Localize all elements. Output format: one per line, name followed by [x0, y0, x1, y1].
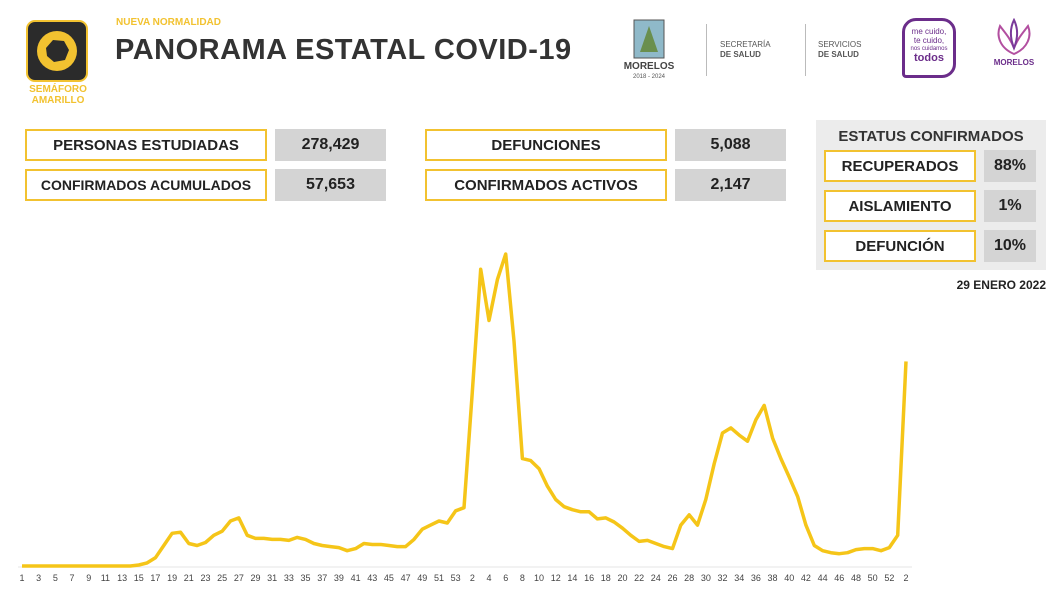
x-tick-label: 7 — [70, 573, 75, 583]
data-line — [22, 252, 908, 568]
traffic-light-text: SEMÁFORO — [29, 84, 87, 95]
status-label: DEFUNCIÓN — [824, 230, 976, 262]
x-tick-label: 28 — [684, 573, 694, 583]
x-tick-label: 19 — [167, 573, 177, 583]
x-tick-label: 42 — [801, 573, 811, 583]
date: 29 ENERO 2022 — [956, 278, 1046, 292]
page-title: PANORAMA ESTATAL COVID-19 — [115, 34, 572, 66]
x-tick-label: 10 — [534, 573, 544, 583]
x-tick-label: 20 — [617, 573, 627, 583]
morelos-shield — [633, 19, 665, 59]
x-tick-label: 16 — [584, 573, 594, 583]
logo-text: MORELOS — [993, 58, 1035, 67]
status-value: 1% — [984, 190, 1036, 222]
stat-value: 57,653 — [275, 169, 386, 201]
x-tick-label: 40 — [784, 573, 794, 583]
logo-text: 2018 - 2024 — [632, 74, 666, 80]
x-tick-label: 5 — [53, 573, 58, 583]
stat-value: 5,088 — [675, 129, 786, 161]
x-tick-label: 23 — [200, 573, 210, 583]
logo-text: me cuido, — [911, 27, 947, 36]
x-tick-label: 32 — [718, 573, 728, 583]
x-tick-label: 30 — [701, 573, 711, 583]
stat-label: CONFIRMADOS ACUMULADOS — [25, 169, 267, 201]
x-tick-label: 48 — [851, 573, 861, 583]
x-tick-label: 53 — [451, 573, 461, 583]
logo-text: nos cuidamos — [910, 46, 948, 52]
x-tick-label: 12 — [551, 573, 561, 583]
x-tick-label: 8 — [520, 573, 525, 583]
stat-value: 2,147 — [675, 169, 786, 201]
stat-value: 278,429 — [275, 129, 386, 161]
x-tick-label: 51 — [434, 573, 444, 583]
x-tick-label: 2 — [903, 573, 908, 583]
x-tick-label: 29 — [251, 573, 261, 583]
x-tick-label: 46 — [834, 573, 844, 583]
logo-morelos: MORELOS 2018 - 2024 — [620, 62, 678, 82]
divider — [805, 24, 806, 76]
x-tick-label: 34 — [734, 573, 744, 583]
traffic-light-label: SEMÁFORO AMARILLO — [24, 84, 92, 106]
x-tick-label: 50 — [868, 573, 878, 583]
x-tick-label: 4 — [487, 573, 492, 583]
stat-label: PERSONAS ESTUDIADAS — [25, 129, 267, 161]
logo-text: MORELOS — [623, 61, 675, 72]
x-tick-label: 13 — [117, 573, 127, 583]
traffic-light-icon — [26, 20, 88, 82]
logo-text: te cuido, — [913, 36, 945, 45]
x-tick-label: 36 — [751, 573, 761, 583]
x-tick-label: 15 — [134, 573, 144, 583]
x-tick-label: 44 — [818, 573, 828, 583]
chart: 1 3 5 7 9 11 13 15 17 19 21 23 25 27 29 31 33 35 37 39 41 43 4… — [18, 252, 912, 583]
x-tick-label: 14 — [567, 573, 577, 583]
status-label: RECUPERADOS — [824, 150, 976, 182]
x-tick-label: 9 — [86, 573, 91, 583]
x-tick-label: 35 — [301, 573, 311, 583]
logo-text: DE SALUD — [818, 50, 859, 59]
x-tick-label: 39 — [334, 573, 344, 583]
x-tick-label: 6 — [503, 573, 508, 583]
x-tick-label: 37 — [317, 573, 327, 583]
logo-text: DE SALUD — [720, 50, 761, 59]
logo-secretaria: SECRETARÍA DE SALUD — [720, 40, 771, 60]
x-tick-label: 17 — [150, 573, 160, 583]
x-tick-label: 47 — [401, 573, 411, 583]
x-tick-label: 3 — [36, 573, 41, 583]
x-tick-label: 1 — [19, 573, 24, 583]
stat-label: CONFIRMADOS ACTIVOS — [425, 169, 667, 201]
x-tick-label: 49 — [417, 573, 427, 583]
logo-text: SECRETARÍA — [720, 40, 771, 49]
x-tick-label: 52 — [884, 573, 894, 583]
status-label: AISLAMIENTO — [824, 190, 976, 222]
x-tick-label: 21 — [184, 573, 194, 583]
divider — [706, 24, 707, 76]
morelos-lotus — [997, 18, 1031, 56]
logo-text: SERVICIOS — [818, 40, 862, 49]
x-tick-label: 38 — [768, 573, 778, 583]
x-tick-label: 31 — [267, 573, 277, 583]
x-tick-label: 25 — [217, 573, 227, 583]
x-tick-label: 18 — [601, 573, 611, 583]
logo-servicios: SERVICIOS DE SALUD — [818, 40, 861, 60]
status-title: ESTATUS CONFIRMADOS — [838, 128, 1024, 145]
x-tick-label: 24 — [651, 573, 661, 583]
status-panel: ESTATUS CONFIRMADOS RECUPERADOS 88% AISL… — [816, 120, 1046, 270]
x-tick-label: 26 — [667, 573, 677, 583]
x-tick-label: 45 — [384, 573, 394, 583]
traffic-light-text: AMARILLO — [31, 95, 85, 106]
x-tick-label: 2 — [470, 573, 475, 583]
stat-label: DEFUNCIONES — [425, 129, 667, 161]
status-value: 88% — [984, 150, 1036, 182]
x-tick-label: 11 — [101, 573, 110, 583]
kicker: NUEVA NORMALIDAD — [116, 17, 221, 28]
logo-text: todos — [914, 52, 944, 64]
logo-campaign: me cuido, te cuido, nos cuidamos todos — [902, 18, 956, 78]
x-tick-label: 43 — [367, 573, 377, 583]
x-tick-label: 22 — [634, 573, 644, 583]
status-value: 10% — [984, 230, 1036, 262]
x-tick-label: 33 — [284, 573, 294, 583]
x-tick-label: 27 — [234, 573, 244, 583]
x-tick-label: 41 — [351, 573, 361, 583]
